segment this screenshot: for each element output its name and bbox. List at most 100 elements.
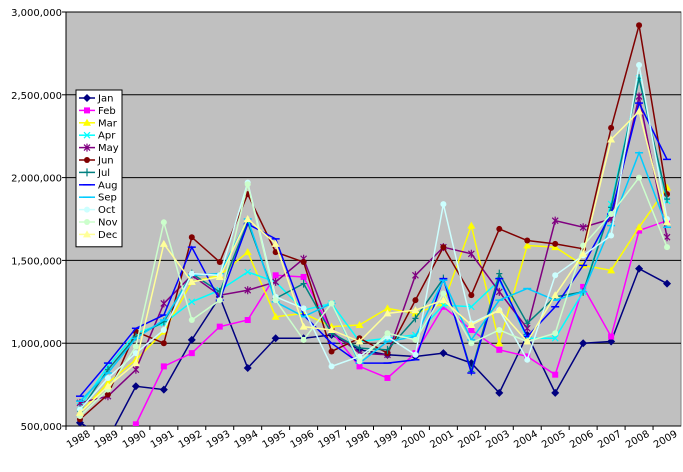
data-point: [551, 291, 560, 299]
data-point: [636, 22, 643, 29]
data-point: [328, 348, 335, 355]
data-point: [300, 305, 307, 312]
legend-item: Aug: [79, 180, 118, 191]
x-tick-label: 2007: [596, 429, 624, 451]
data-point: [355, 337, 364, 345]
data-point: [412, 314, 419, 323]
legend-label: Dec: [98, 230, 117, 241]
series-line: [79, 100, 668, 397]
legend-box: [75, 89, 123, 248]
data-point: [188, 298, 196, 306]
data-point: [160, 363, 167, 370]
data-point: [187, 335, 196, 344]
legend-label: Feb: [98, 106, 116, 117]
data-point: [635, 223, 644, 231]
legend-marker: [84, 157, 90, 163]
data-point: [495, 388, 504, 397]
series-line: [132, 219, 668, 426]
legend-label: Jul: [97, 168, 110, 179]
data-point: [551, 216, 559, 225]
data-point: [412, 297, 419, 304]
x-tick-label: 1992: [177, 429, 205, 451]
legend-label: Mar: [98, 118, 118, 129]
data-point: [635, 107, 644, 115]
data-point: [468, 292, 475, 299]
data-point: [636, 227, 643, 234]
data-point: [523, 241, 532, 249]
data-point: [103, 382, 112, 390]
legend-label: Jan: [97, 94, 113, 105]
data-point: [608, 232, 615, 239]
data-point: [272, 277, 280, 286]
data-point: [412, 271, 419, 280]
series-aug: [75, 100, 672, 397]
data-point: [132, 365, 140, 374]
series-line: [79, 187, 668, 414]
data-point: [244, 181, 251, 188]
data-point: [439, 349, 448, 358]
x-tick-label: 1994: [233, 429, 261, 451]
y-tick-label: 2,500,000: [11, 91, 62, 102]
data-point: [635, 264, 644, 273]
series-dec: [75, 107, 672, 416]
data-point: [300, 279, 307, 288]
legend-marker: [83, 131, 91, 139]
data-point: [524, 237, 531, 244]
data-point: [663, 218, 672, 226]
data-point: [664, 244, 671, 251]
legend-marker: [83, 94, 91, 102]
y-tick-label: 1,000,000: [11, 339, 62, 350]
data-point: [467, 221, 476, 229]
data-point: [215, 272, 224, 280]
data-point: [271, 334, 280, 343]
data-point: [663, 279, 672, 288]
data-point: [495, 287, 503, 296]
data-point: [384, 330, 391, 337]
data-point: [523, 337, 532, 345]
data-point: [328, 300, 335, 307]
data-point: [327, 325, 336, 333]
y-tick-label: 2,000,000: [11, 174, 62, 185]
data-point: [271, 312, 280, 320]
data-point: [216, 323, 223, 330]
data-point: [104, 374, 111, 381]
data-point: [579, 339, 588, 348]
x-tick-label: 2009: [652, 429, 680, 451]
x-tick-label: 2004: [512, 429, 540, 451]
data-point: [299, 322, 308, 330]
legend-marker: [84, 107, 90, 114]
data-point: [160, 299, 168, 308]
data-point: [300, 259, 307, 266]
data-point: [496, 269, 503, 278]
data-point: [440, 290, 447, 297]
legend-label: Aug: [98, 180, 118, 191]
data-point: [188, 350, 195, 357]
data-point: [383, 304, 392, 312]
data-point: [328, 363, 335, 370]
data-point: [440, 244, 447, 251]
data-point: [243, 248, 252, 256]
data-point: [75, 408, 84, 416]
data-point: [132, 421, 139, 426]
data-point: [384, 374, 391, 381]
data-point: [244, 268, 252, 276]
y-tick-label: 1,500,000: [11, 256, 62, 267]
data-point: [272, 272, 279, 279]
data-point: [468, 326, 475, 333]
data-point: [608, 211, 615, 218]
data-point: [187, 277, 196, 285]
legend-label: May: [98, 143, 119, 154]
data-point: [607, 135, 616, 143]
legend-label: Sep: [98, 193, 117, 204]
data-point: [664, 195, 671, 204]
data-point: [300, 336, 307, 343]
data-point: [384, 345, 391, 354]
data-point: [356, 363, 363, 370]
legend-marker: [83, 230, 91, 238]
x-tick-label: 1988: [65, 429, 93, 451]
data-point: [496, 346, 503, 353]
series-line: [79, 176, 668, 417]
legend-marker: [83, 143, 91, 152]
x-tick-label: 1995: [261, 429, 289, 451]
